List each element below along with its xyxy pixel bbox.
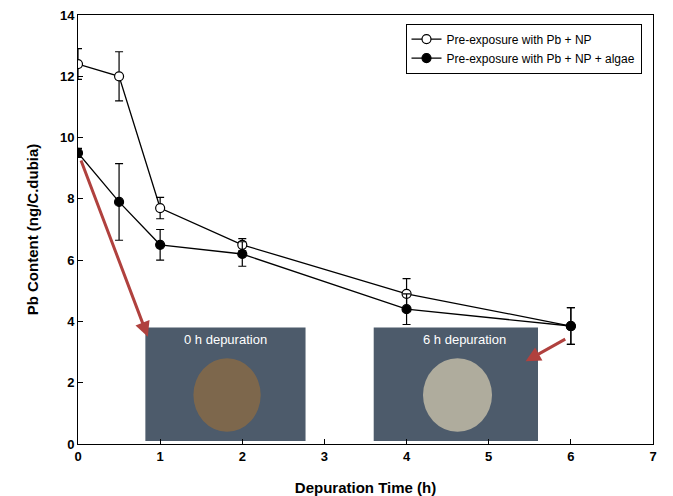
svg-text:5: 5	[485, 449, 492, 464]
svg-text:Pre-exposure with Pb + NP: Pre-exposure with Pb + NP	[447, 33, 592, 47]
svg-text:8: 8	[67, 191, 74, 206]
svg-text:0: 0	[74, 449, 81, 464]
svg-text:Pb Content (ng/C.dubia): Pb Content (ng/C.dubia)	[24, 144, 41, 316]
svg-text:3: 3	[321, 449, 328, 464]
svg-text:4: 4	[403, 449, 411, 464]
svg-text:6: 6	[567, 449, 574, 464]
svg-text:6: 6	[67, 253, 74, 268]
svg-text:0 h depuration: 0 h depuration	[184, 332, 267, 347]
svg-text:0: 0	[67, 437, 74, 452]
svg-text:14: 14	[60, 8, 75, 23]
svg-text:Pre-exposure with Pb + NP + al: Pre-exposure with Pb + NP + algae	[447, 52, 635, 66]
svg-text:7: 7	[649, 449, 656, 464]
svg-text:1: 1	[157, 449, 164, 464]
svg-text:2: 2	[239, 449, 246, 464]
svg-text:10: 10	[60, 130, 74, 145]
svg-text:4: 4	[67, 314, 75, 329]
svg-text:Depuration Time (h): Depuration Time (h)	[295, 479, 436, 496]
svg-text:12: 12	[60, 69, 74, 84]
svg-text:6 h depuration: 6 h depuration	[423, 332, 506, 347]
svg-text:2: 2	[67, 375, 74, 390]
